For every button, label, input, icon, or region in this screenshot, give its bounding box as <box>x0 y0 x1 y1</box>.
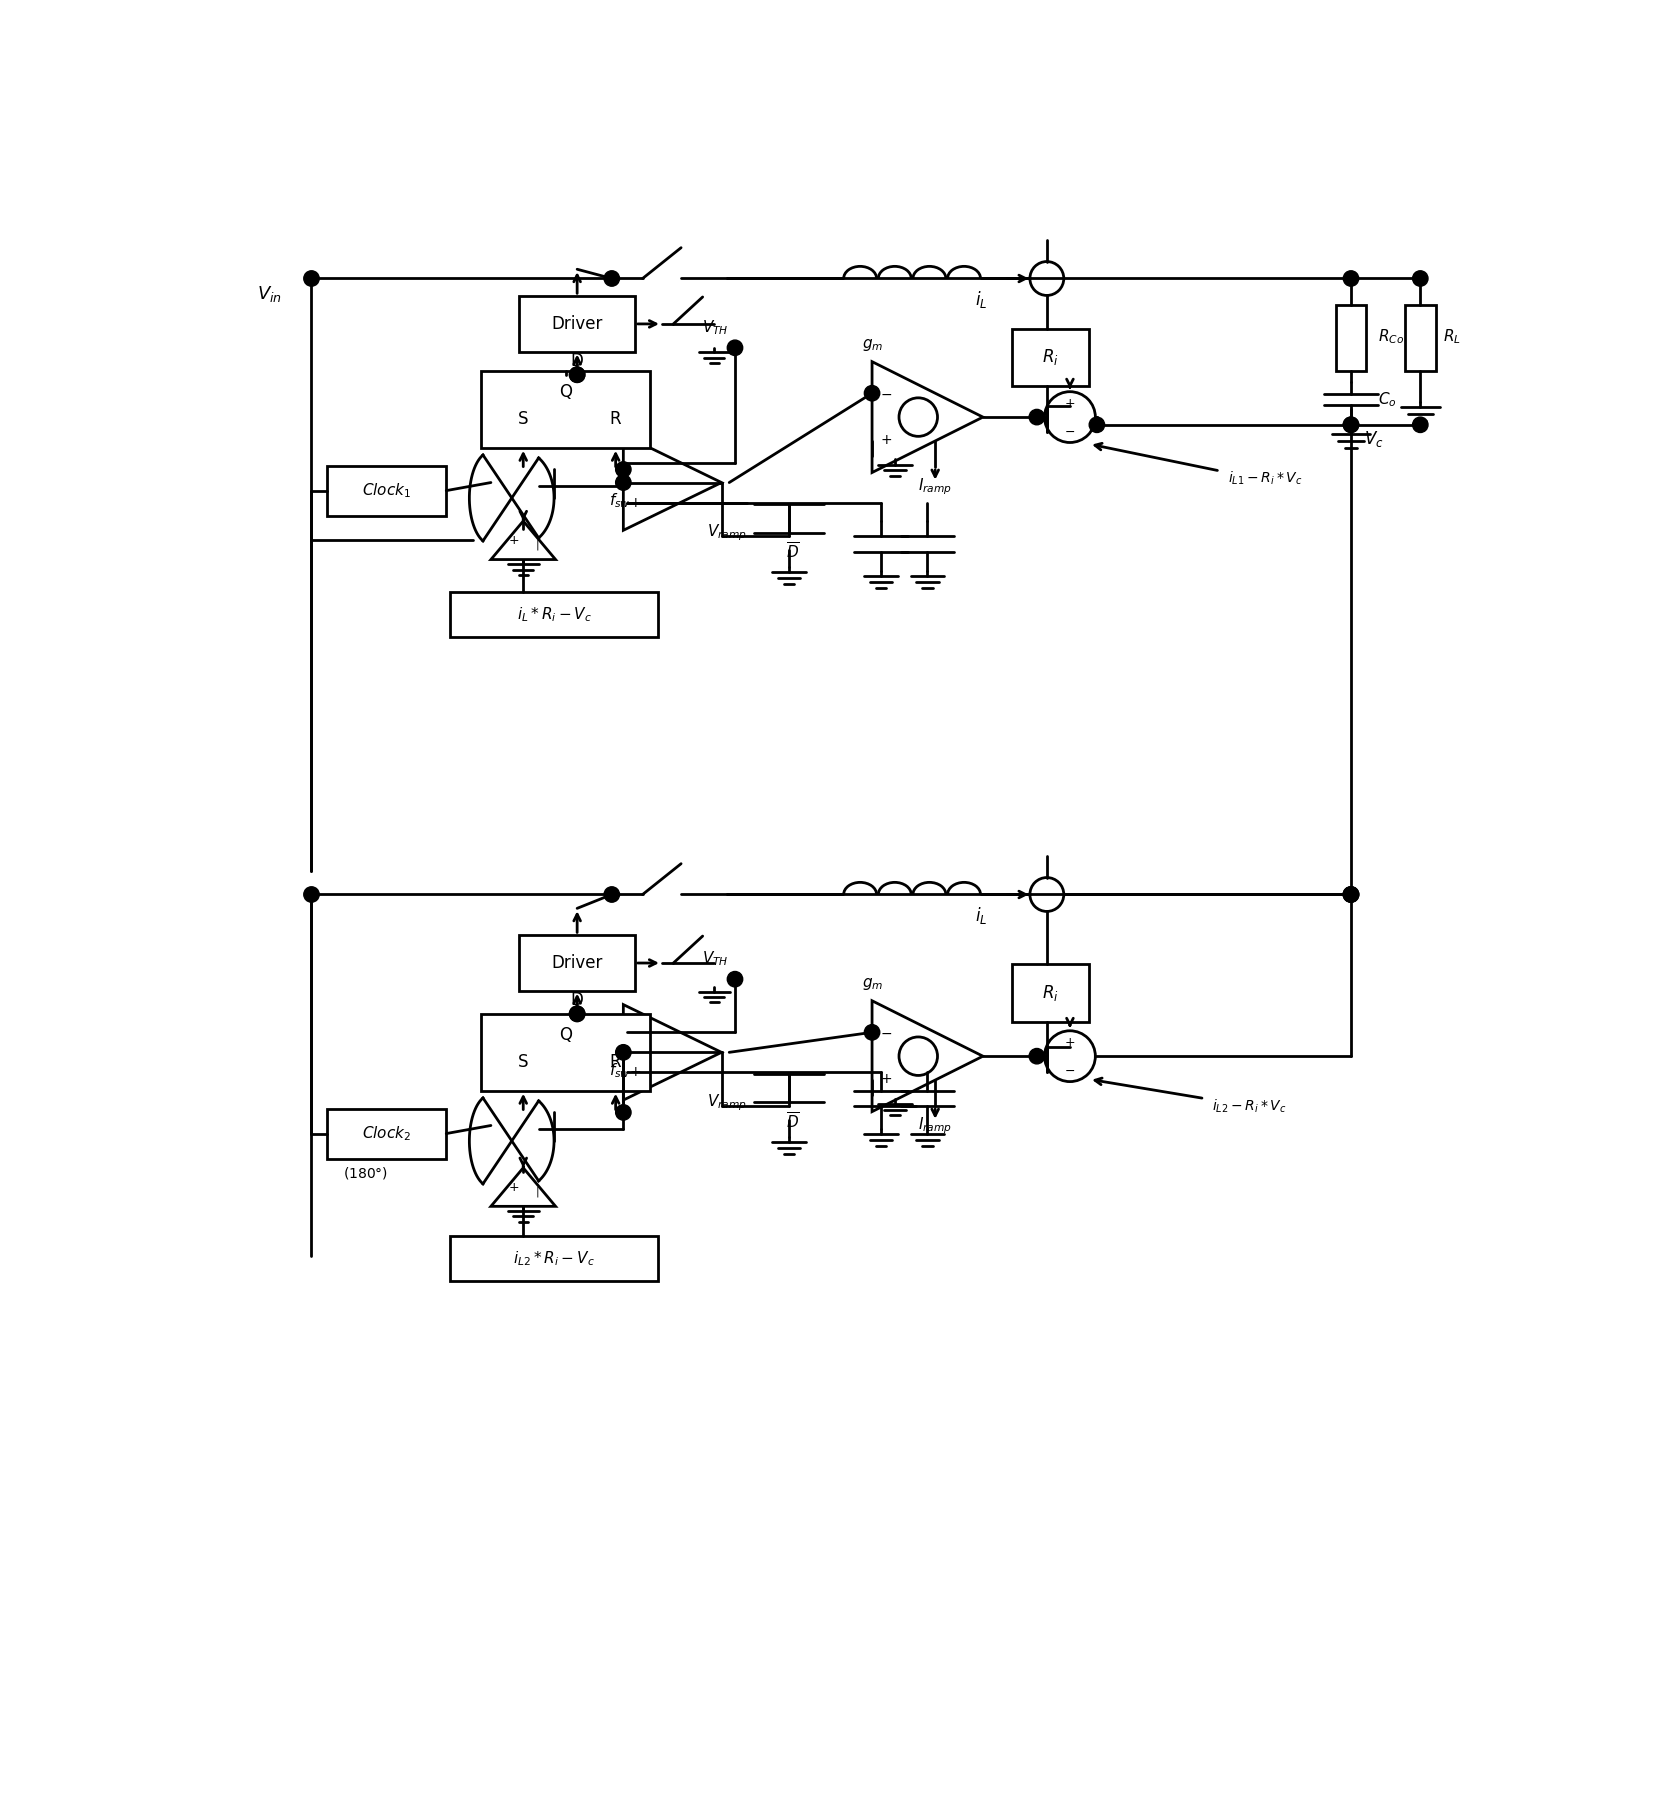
Text: $R_L$: $R_L$ <box>1443 328 1460 346</box>
Text: $-$: $-$ <box>1064 1064 1075 1077</box>
Text: $-$: $-$ <box>880 1027 891 1039</box>
Bar <box>1011 328 1089 385</box>
Text: D: D <box>570 351 583 369</box>
Circle shape <box>568 1007 585 1021</box>
Text: S: S <box>517 1052 529 1070</box>
Text: $+$: $+$ <box>1064 1036 1075 1048</box>
Text: $i_L$: $i_L$ <box>974 906 988 926</box>
Text: $g_m$: $g_m$ <box>862 976 883 992</box>
Text: $Clock_2$: $Clock_2$ <box>361 1124 411 1144</box>
Circle shape <box>1342 418 1357 432</box>
Text: $+$: $+$ <box>880 434 891 447</box>
Circle shape <box>1342 886 1357 902</box>
Text: $R_{Co}$: $R_{Co}$ <box>1377 328 1403 346</box>
Circle shape <box>1342 886 1357 902</box>
Text: $V_{TH}$: $V_{TH}$ <box>703 319 729 337</box>
Text: $i_{L1}-R_i*V_c$: $i_{L1}-R_i*V_c$ <box>1228 470 1302 488</box>
Text: Q: Q <box>558 1027 572 1045</box>
Circle shape <box>615 1104 631 1120</box>
Text: $R_i$: $R_i$ <box>1042 983 1059 1003</box>
Text: $f_{sw}$: $f_{sw}$ <box>608 1061 630 1081</box>
Text: $C_o$: $C_o$ <box>1377 391 1395 409</box>
Text: S: S <box>517 409 529 427</box>
Text: $\overline{D}$: $\overline{D}$ <box>785 542 799 562</box>
Circle shape <box>568 367 585 382</box>
Circle shape <box>603 886 620 902</box>
Bar <box>1011 964 1089 1021</box>
Circle shape <box>727 340 742 355</box>
Text: $i_L*R_i-V_c$: $i_L*R_i-V_c$ <box>517 605 592 623</box>
Circle shape <box>568 367 585 382</box>
Text: $+$: $+$ <box>880 1072 891 1086</box>
Text: $+$: $+$ <box>509 1181 519 1194</box>
Text: D: D <box>570 991 583 1009</box>
Text: Q: Q <box>558 384 572 402</box>
Text: $V_{in}$: $V_{in}$ <box>257 285 282 304</box>
Circle shape <box>1029 409 1044 425</box>
Circle shape <box>615 1045 631 1061</box>
Bar <box>326 1109 446 1158</box>
Bar <box>449 593 658 636</box>
Circle shape <box>863 1025 880 1039</box>
Text: $-$: $-$ <box>628 1025 641 1039</box>
Text: $i_{L2}-R_i*V_c$: $i_{L2}-R_i*V_c$ <box>1211 1097 1286 1115</box>
Text: $-$: $-$ <box>880 387 891 402</box>
Text: $+$: $+$ <box>628 495 641 510</box>
Bar <box>326 466 446 515</box>
Circle shape <box>863 385 880 402</box>
Text: $I_{ramp}$: $I_{ramp}$ <box>918 475 951 497</box>
Bar <box>481 1014 650 1091</box>
Circle shape <box>727 971 742 987</box>
Circle shape <box>615 475 631 490</box>
Text: $i_{L2}*R_i-V_c$: $i_{L2}*R_i-V_c$ <box>512 1250 595 1268</box>
Circle shape <box>303 886 320 902</box>
Text: $g_m$: $g_m$ <box>862 337 883 353</box>
Text: $I_{ramp}$: $I_{ramp}$ <box>918 1115 951 1136</box>
Circle shape <box>615 461 631 477</box>
Text: $R_i$: $R_i$ <box>1042 348 1059 367</box>
Circle shape <box>1029 1048 1044 1064</box>
Text: $\mathsf{|}$: $\mathsf{|}$ <box>535 1185 539 1199</box>
Circle shape <box>1342 418 1357 432</box>
Circle shape <box>1412 270 1427 286</box>
Text: $\mathsf{|}$: $\mathsf{|}$ <box>535 538 539 553</box>
Circle shape <box>568 1007 585 1021</box>
Text: $V_{ramp}$: $V_{ramp}$ <box>708 1093 747 1113</box>
Text: $Clock_1$: $Clock_1$ <box>361 481 411 501</box>
Text: $\overline{D}$: $\overline{D}$ <box>785 1111 799 1131</box>
Bar <box>1403 306 1435 371</box>
Text: $V_{ramp}$: $V_{ramp}$ <box>708 522 747 544</box>
Circle shape <box>1342 270 1357 286</box>
Text: $+$: $+$ <box>628 1066 641 1079</box>
Text: $V_c$: $V_c$ <box>1364 429 1384 448</box>
Text: Driver: Driver <box>552 315 603 333</box>
Text: $-$: $-$ <box>628 456 641 470</box>
Circle shape <box>603 270 620 286</box>
Circle shape <box>1412 418 1427 432</box>
Circle shape <box>303 270 320 286</box>
Text: R: R <box>610 409 621 427</box>
Bar <box>1336 306 1365 371</box>
Bar <box>481 371 650 448</box>
Circle shape <box>1342 886 1357 902</box>
Circle shape <box>1089 418 1104 432</box>
Text: $+$: $+$ <box>1064 396 1075 409</box>
Text: $i_L$: $i_L$ <box>974 290 988 310</box>
Text: $f_{sw}$: $f_{sw}$ <box>608 492 630 510</box>
Text: R: R <box>610 1052 621 1070</box>
Text: $+$: $+$ <box>509 535 519 548</box>
Text: $V_{TH}$: $V_{TH}$ <box>703 949 729 969</box>
Bar <box>519 935 635 991</box>
Bar <box>519 295 635 351</box>
Text: $-$: $-$ <box>1064 425 1075 438</box>
Text: Driver: Driver <box>552 955 603 973</box>
Text: $(180°)$: $(180°)$ <box>343 1165 388 1181</box>
Bar <box>449 1235 658 1281</box>
